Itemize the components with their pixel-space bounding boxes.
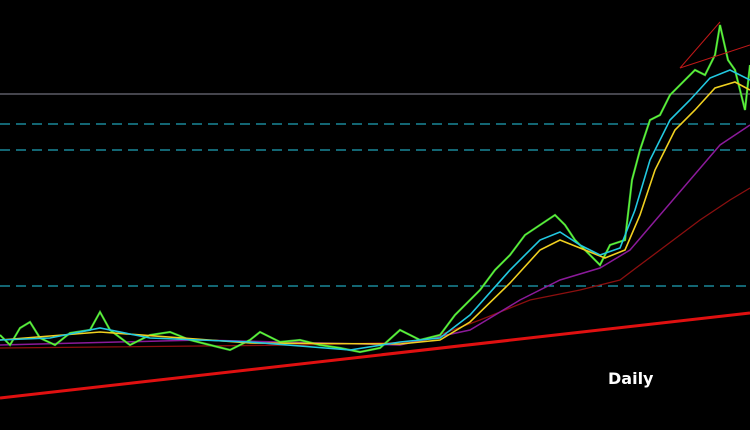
trend-line bbox=[0, 311, 750, 400]
channel-line bbox=[679, 21, 721, 69]
moving-average bbox=[0, 81, 750, 345]
timeframe-label: Daily bbox=[608, 369, 654, 388]
channel-line bbox=[679, 44, 750, 69]
moving-average bbox=[0, 187, 750, 349]
moving-average bbox=[0, 69, 750, 351]
